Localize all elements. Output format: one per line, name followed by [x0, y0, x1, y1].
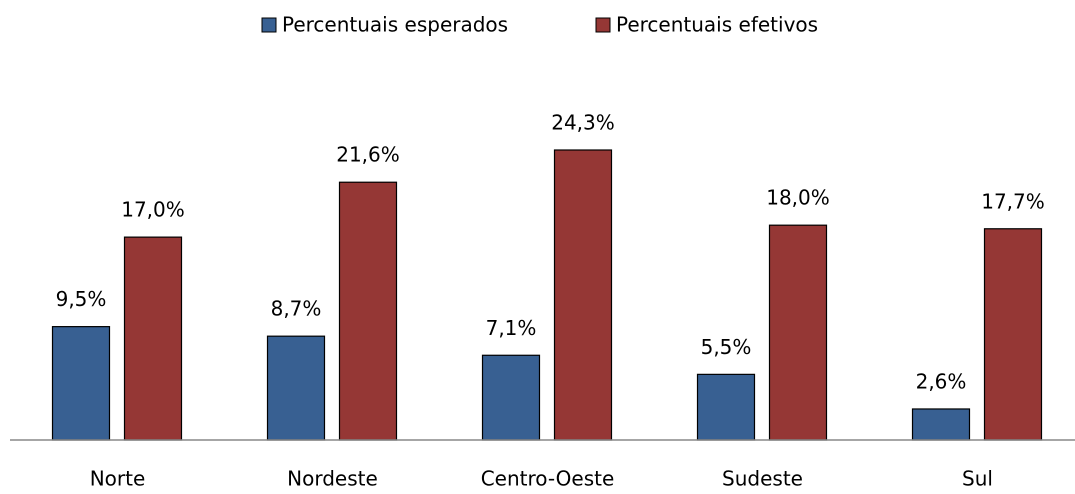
bar [768, 224, 828, 441]
x-tick-label: Sudeste [722, 467, 803, 491]
bar [51, 326, 111, 441]
legend-label: Percentuais esperados [282, 13, 508, 37]
x-tick-label: Sul [962, 467, 993, 491]
data-label: 8,7% [271, 297, 322, 321]
bar [553, 149, 613, 441]
data-label: 17,7% [981, 189, 1045, 213]
bar [338, 181, 398, 441]
data-label: 5,5% [701, 335, 752, 359]
data-label: 7,1% [486, 316, 537, 340]
bar [266, 335, 326, 441]
data-label: 17,0% [121, 198, 185, 222]
data-label: 18,0% [766, 186, 830, 210]
x-tick-label: Nordeste [287, 467, 378, 491]
bar [911, 408, 971, 441]
data-label: 21,6% [336, 143, 400, 167]
bar [481, 354, 541, 441]
data-label: 9,5% [56, 287, 107, 311]
data-label: 24,3% [551, 111, 615, 135]
bar [983, 228, 1043, 441]
x-tick-label: Centro-Oeste [481, 467, 615, 491]
x-tick-label: Norte [90, 467, 146, 491]
data-label: 2,6% [916, 369, 967, 393]
legend-label: Percentuais efetivos [616, 13, 818, 37]
legend-swatch [261, 17, 277, 33]
legend-swatch [595, 17, 611, 33]
bar [696, 373, 756, 441]
bar [123, 236, 183, 441]
